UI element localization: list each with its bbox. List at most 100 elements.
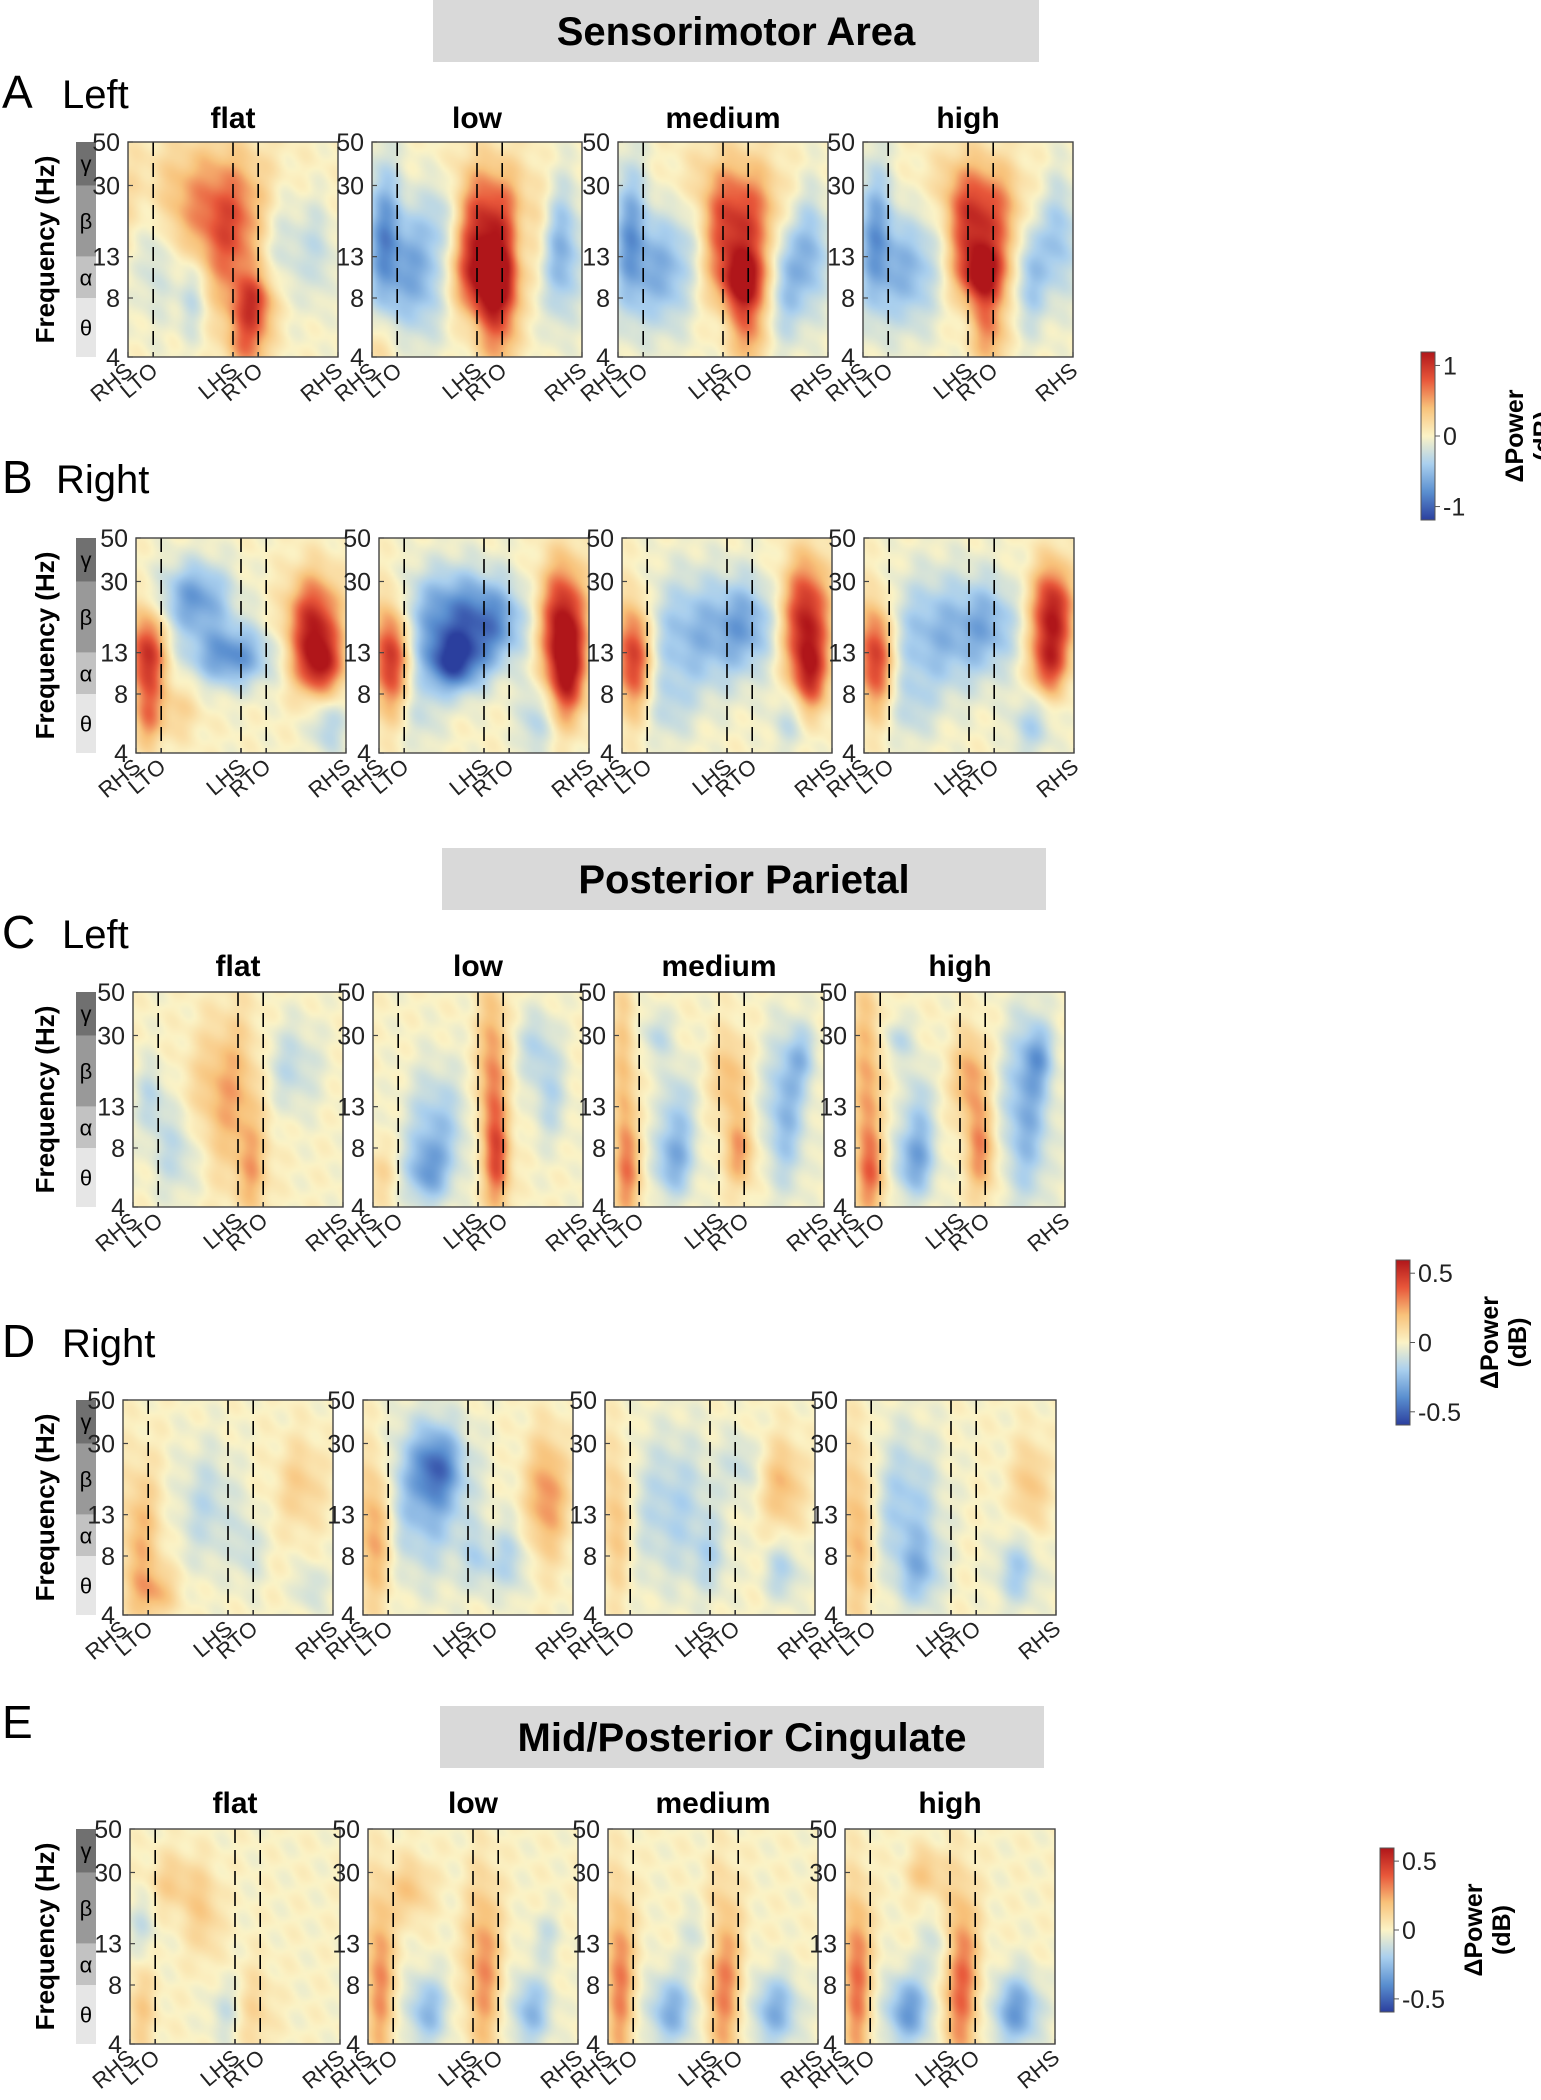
y-tick-label: 50: [94, 1816, 122, 1844]
band-segment: [76, 1400, 96, 1444]
y-tick-label: 50: [578, 979, 606, 1007]
y-tick-label: 4: [111, 1194, 125, 1222]
band-segment: [76, 1035, 96, 1107]
panel-letter: C: [2, 906, 35, 958]
colorbar-gradient: [1420, 351, 1436, 521]
panel-letter: B: [2, 451, 33, 503]
section-title: Mid/Posterior Cingulate: [518, 1716, 967, 1760]
colorbar-tick-label: 1: [1443, 352, 1457, 380]
y-axis-label: Frequency (Hz): [30, 552, 60, 740]
panel-side-label: Right: [62, 1322, 155, 1366]
panel-letter: D: [2, 1315, 35, 1367]
y-tick-label: 50: [343, 525, 371, 553]
y-tick-label: 50: [586, 525, 614, 553]
condition-title: medium: [661, 950, 776, 983]
y-tick-label: 8: [341, 1543, 355, 1571]
x-tick-label: RHS: [1023, 1208, 1075, 1257]
condition-title: high: [918, 1787, 981, 1820]
y-axis-label: Frequency (Hz): [30, 1006, 60, 1194]
y-tick-label: 13: [582, 244, 610, 272]
band-segment: [76, 256, 96, 298]
y-tick-label: 50: [337, 979, 365, 1007]
y-tick-label: 30: [578, 1022, 606, 1050]
section-banner-cingulate: Mid/Posterior Cingulate: [440, 1706, 1044, 1768]
y-tick-label: 50: [87, 1387, 115, 1415]
y-tick-label: 8: [101, 1543, 115, 1571]
colorbar-label: ΔPower: [1501, 389, 1529, 482]
band-segment: [76, 992, 96, 1036]
colorbar: 0.5 0 -0.5 ΔPower (dB): [1395, 1259, 1532, 1427]
y-tick-label: 13: [572, 1931, 600, 1959]
section-banner-sensorimotor: Sensorimotor Area: [433, 0, 1039, 62]
y-tick-label: 13: [97, 1094, 125, 1122]
y-tick-label: 13: [819, 1094, 847, 1122]
y-tick-label: 30: [100, 568, 128, 596]
y-tick-label: 8: [357, 681, 371, 709]
colorbar-unit: (dB): [1529, 411, 1541, 461]
y-tick-label: 30: [92, 172, 120, 200]
y-tick-label: 4: [592, 1194, 606, 1222]
y-tick-label: 4: [346, 2031, 360, 2059]
y-tick-label: 30: [569, 1430, 597, 1458]
y-tick-label: 8: [108, 1972, 122, 2000]
y-tick-label: 30: [94, 1859, 122, 1887]
y-tick-label: 30: [810, 1430, 838, 1458]
y-tick-label: 4: [596, 344, 610, 372]
band-segment: [76, 538, 96, 582]
band-segment: [76, 1147, 96, 1207]
y-tick-label: 8: [351, 1135, 365, 1163]
y-tick-label: 4: [586, 2031, 600, 2059]
y-tick-label: 50: [100, 525, 128, 553]
y-tick-label: 4: [350, 344, 364, 372]
y-tick-label: 50: [828, 525, 856, 553]
y-tick-label: 8: [824, 1543, 838, 1571]
band-label: β: [80, 605, 93, 630]
band-label: α: [80, 1523, 93, 1548]
band-label: α: [80, 661, 93, 686]
y-tick-label: 8: [842, 681, 856, 709]
y-tick-label: 8: [346, 1972, 360, 2000]
colorbar-tick-label: 0.5: [1402, 1848, 1437, 1876]
y-tick-label: 8: [111, 1135, 125, 1163]
band-segment: [76, 185, 96, 257]
frequency-band-bar: γ β αθ: [76, 992, 96, 1207]
y-tick-label: 13: [569, 1502, 597, 1530]
y-tick-label: 30: [828, 568, 856, 596]
y-tick-label: 4: [101, 1602, 115, 1630]
colorbar-tick-label: -0.5: [1402, 1986, 1445, 2014]
band-label: β: [80, 1896, 93, 1921]
y-tick-label: 50: [92, 129, 120, 157]
band-segment: [76, 1514, 96, 1556]
colorbar-tick-label: 0: [1443, 423, 1457, 451]
y-tick-label: 30: [809, 1859, 837, 1887]
y-tick-label: 8: [596, 285, 610, 313]
y-tick-label: 13: [828, 640, 856, 668]
y-tick-label: 30: [586, 568, 614, 596]
y-tick-label: 13: [100, 640, 128, 668]
y-tick-label: 4: [823, 2031, 837, 2059]
frequency-band-bar: γ β αθ: [76, 538, 96, 753]
y-tick-label: 30: [343, 568, 371, 596]
band-label: β: [80, 1059, 93, 1084]
frequency-band-bar: γ β αθ: [76, 1400, 96, 1615]
y-tick-label: 13: [332, 1931, 360, 1959]
band-label: θ: [80, 2002, 92, 2027]
band-label: θ: [80, 1573, 92, 1598]
y-tick-label: 8: [106, 285, 120, 313]
band-segment: [76, 297, 96, 357]
